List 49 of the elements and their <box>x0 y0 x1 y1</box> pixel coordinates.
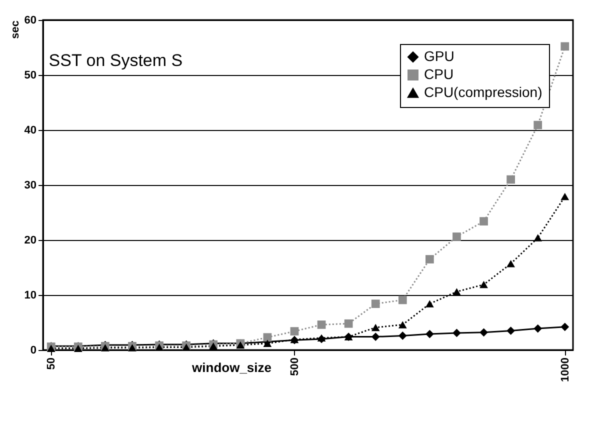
point <box>398 321 407 328</box>
point <box>371 300 380 308</box>
y-tick-label: 0 <box>30 344 36 356</box>
point <box>426 300 434 308</box>
point <box>506 175 515 184</box>
point <box>371 324 380 332</box>
point <box>290 327 299 336</box>
point <box>480 280 488 288</box>
x-tick-label: 50 <box>46 358 58 370</box>
point <box>182 344 190 351</box>
point <box>560 42 570 51</box>
x-axis-title: window_size <box>191 360 272 375</box>
point <box>452 328 461 338</box>
point <box>371 332 380 341</box>
point <box>209 342 218 350</box>
x-tick-label: 500 <box>288 358 301 376</box>
point <box>263 333 272 342</box>
point <box>317 320 326 329</box>
x-tick-label: 1000 <box>559 358 572 382</box>
y-tick-label: 10 <box>24 290 36 302</box>
point <box>480 217 488 226</box>
point <box>506 260 515 268</box>
point <box>101 344 110 352</box>
point <box>426 255 434 264</box>
y-tick-label: 60 <box>24 14 36 26</box>
point <box>398 296 407 304</box>
point <box>560 192 570 200</box>
y-tick-label: 20 <box>24 234 36 246</box>
point <box>128 344 136 352</box>
legend-label: CPU(compression) <box>424 84 542 100</box>
text: SST on System S <box>48 51 183 70</box>
y-tick-label: 40 <box>24 124 36 136</box>
point <box>534 324 542 333</box>
y-tick-label: 50 <box>24 70 36 82</box>
point <box>534 120 542 130</box>
point <box>452 232 461 241</box>
point <box>480 328 488 337</box>
point <box>155 344 164 351</box>
point <box>560 322 570 332</box>
point <box>452 288 461 296</box>
point <box>344 319 353 328</box>
legend-label: GPU <box>424 48 454 64</box>
point <box>426 330 434 338</box>
y-tick-label: 30 <box>24 180 36 192</box>
point <box>398 332 407 340</box>
legend-label: CPU <box>424 66 454 82</box>
point <box>506 326 515 335</box>
point <box>534 234 542 242</box>
y-axis-title: sec <box>9 20 22 39</box>
